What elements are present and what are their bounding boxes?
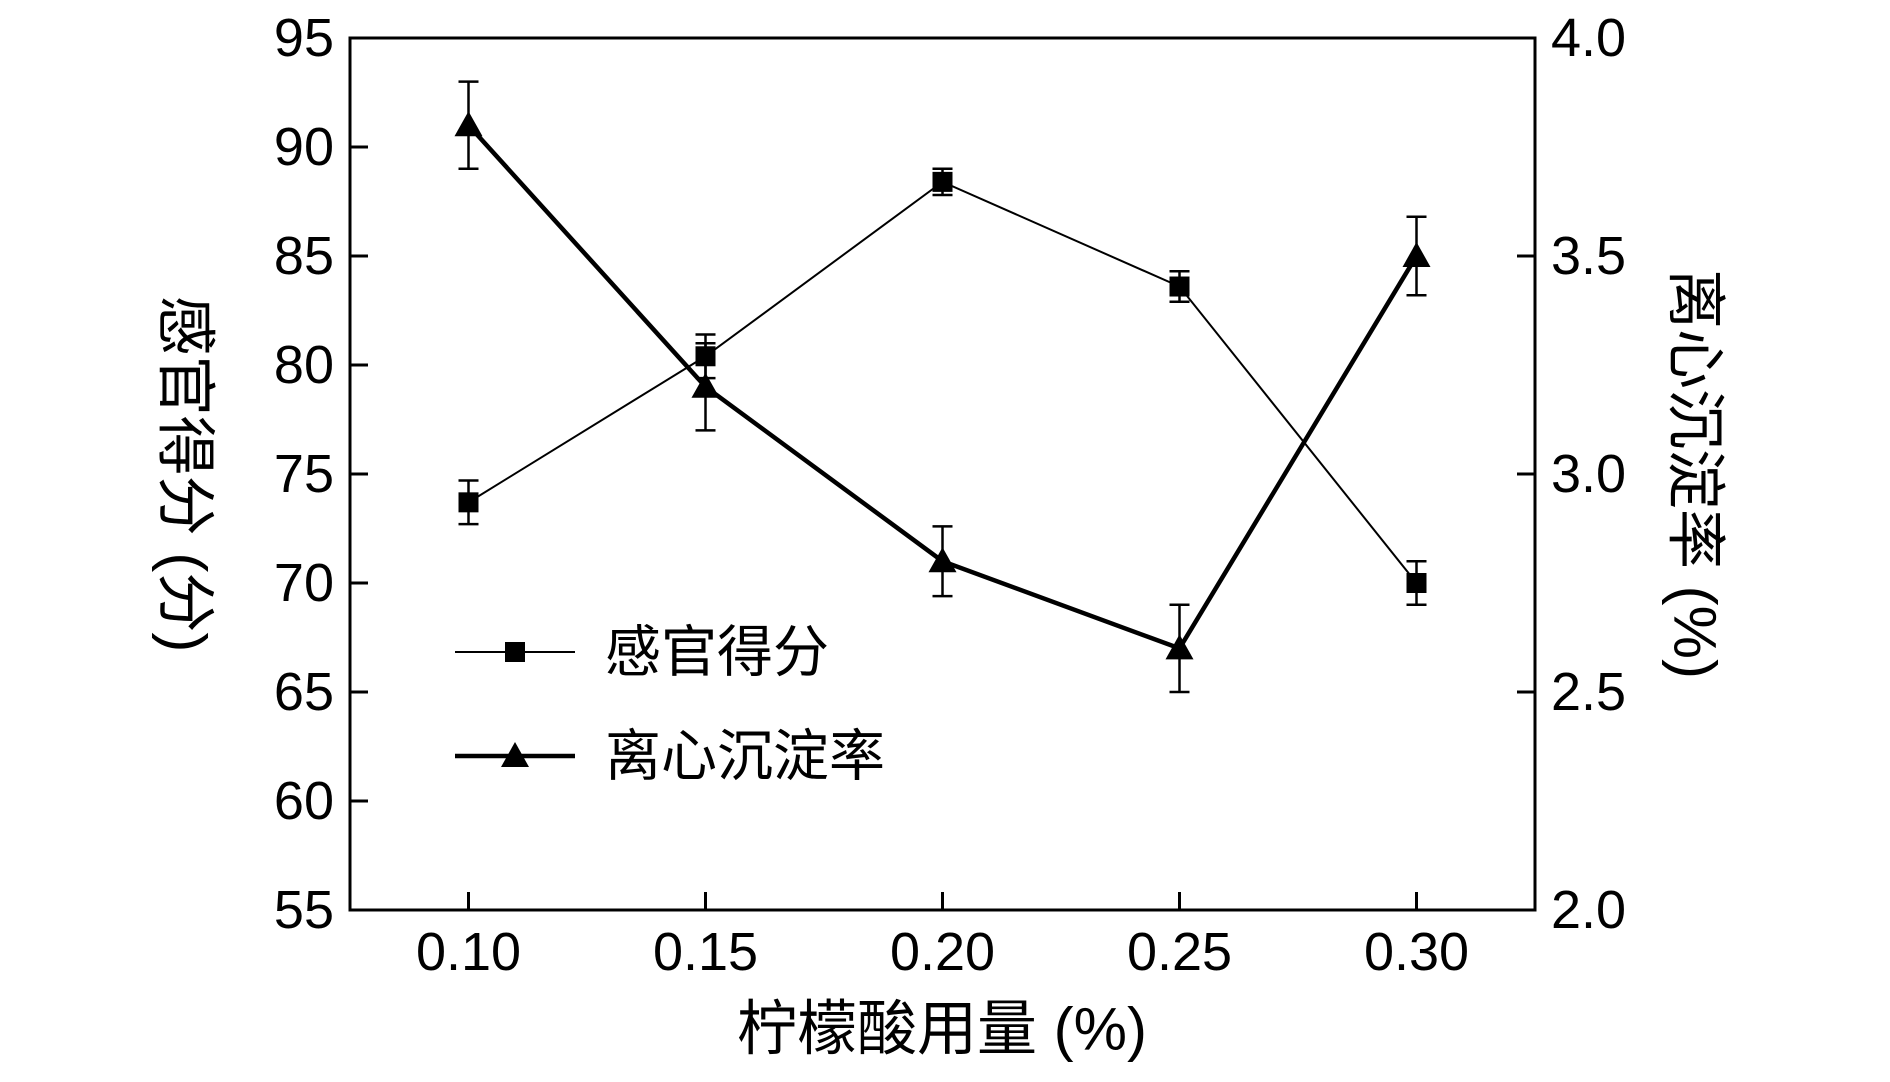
right-axis-tick-label: 2.0 bbox=[1551, 880, 1626, 940]
series-2-marker-triangle bbox=[691, 372, 720, 398]
series-1-marker-square bbox=[932, 171, 953, 192]
legend-label: 感官得分 bbox=[605, 621, 829, 684]
right-axis-tick-label: 3.0 bbox=[1551, 444, 1626, 504]
right-axis-tick-label: 2.5 bbox=[1551, 662, 1626, 722]
x-axis-tick-label: 0.15 bbox=[653, 922, 758, 982]
left-axis-tick-label: 80 bbox=[274, 335, 334, 395]
series-1-marker-square bbox=[458, 492, 479, 513]
x-axis-tick-label: 0.25 bbox=[1127, 922, 1232, 982]
series-1-marker-square bbox=[505, 642, 525, 662]
x-axis-tick-label: 0.20 bbox=[890, 922, 995, 982]
series-2-marker-triangle bbox=[928, 547, 957, 573]
left-axis-tick-label: 65 bbox=[274, 662, 334, 722]
right-axis-tick-label: 3.5 bbox=[1551, 226, 1626, 286]
left-axis-title: 感官得分 (分) bbox=[151, 295, 219, 653]
series-2-marker-triangle bbox=[1165, 634, 1194, 660]
series-2-marker-triangle bbox=[501, 742, 529, 767]
series-2-marker-triangle bbox=[454, 111, 483, 137]
left-axis-tick-label: 60 bbox=[274, 771, 334, 831]
series-2-marker-triangle bbox=[1402, 242, 1431, 267]
left-axis-tick-label: 85 bbox=[274, 226, 334, 286]
series-1-marker-square bbox=[1169, 276, 1190, 297]
left-axis-tick-label: 70 bbox=[274, 553, 334, 613]
left-axis-tick-label: 55 bbox=[274, 880, 334, 940]
right-axis-title: 离心沉淀率 (%) bbox=[1661, 269, 1729, 679]
left-axis-tick-label: 95 bbox=[274, 8, 334, 68]
left-axis-tick-label: 75 bbox=[274, 444, 334, 504]
x-axis-title: 柠檬酸用量 (%) bbox=[737, 995, 1147, 1063]
series-1-marker-square bbox=[1406, 573, 1427, 593]
x-axis-tick-label: 0.30 bbox=[1364, 922, 1469, 982]
x-axis-tick-label: 0.10 bbox=[416, 922, 521, 982]
legend-label: 离心沉淀率 bbox=[605, 725, 885, 788]
right-axis-tick-label: 4.0 bbox=[1551, 8, 1626, 68]
left-axis-tick-label: 90 bbox=[274, 117, 334, 177]
series-1-line bbox=[467, 180, 1418, 584]
